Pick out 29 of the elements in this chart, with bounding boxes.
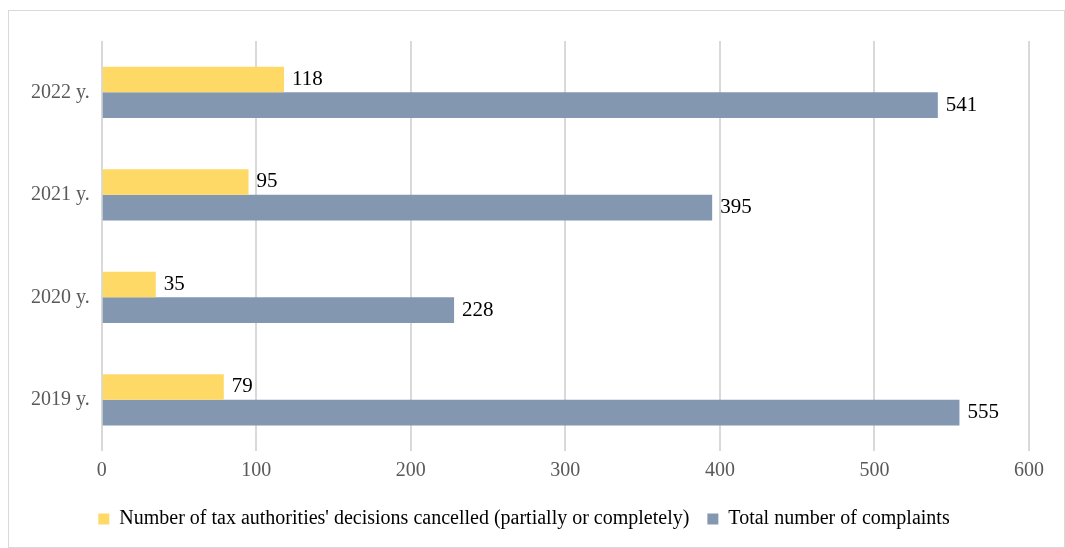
bar [102, 297, 455, 323]
legend-label: Number of tax authorities' decisions cancelled (partially or completely) [119, 506, 690, 530]
y-tick-label: 2022 y. [31, 79, 90, 103]
x-tick-label: 200 [395, 458, 426, 481]
bar [102, 66, 285, 93]
data-label: 118 [292, 65, 323, 90]
data-label: 79 [231, 373, 253, 398]
x-tick-label: 300 [550, 458, 581, 481]
bar [102, 271, 156, 298]
x-tick-label: 600 [1014, 458, 1044, 481]
bar [102, 399, 960, 426]
x-tick-label: 100 [241, 458, 272, 481]
data-label: 95 [256, 168, 278, 193]
legend-label: Total number of complaints [728, 506, 950, 530]
x-tick-label: 0 [96, 458, 107, 481]
y-tick-label: 2019 y. [31, 387, 90, 410]
data-label: 395 [720, 194, 752, 219]
bar [102, 194, 713, 221]
x-tick-label: 400 [704, 458, 735, 481]
data-label: 35 [163, 270, 185, 295]
y-tick-label: 2020 y. [31, 284, 90, 308]
data-label: 555 [967, 399, 999, 424]
data-label: 228 [462, 296, 494, 321]
y-tick-label: 2021 y. [31, 182, 90, 205]
bar [102, 169, 249, 195]
x-tick-label: 500 [859, 458, 890, 481]
bar [102, 374, 224, 400]
bar [102, 92, 938, 118]
data-label: 541 [945, 91, 978, 116]
